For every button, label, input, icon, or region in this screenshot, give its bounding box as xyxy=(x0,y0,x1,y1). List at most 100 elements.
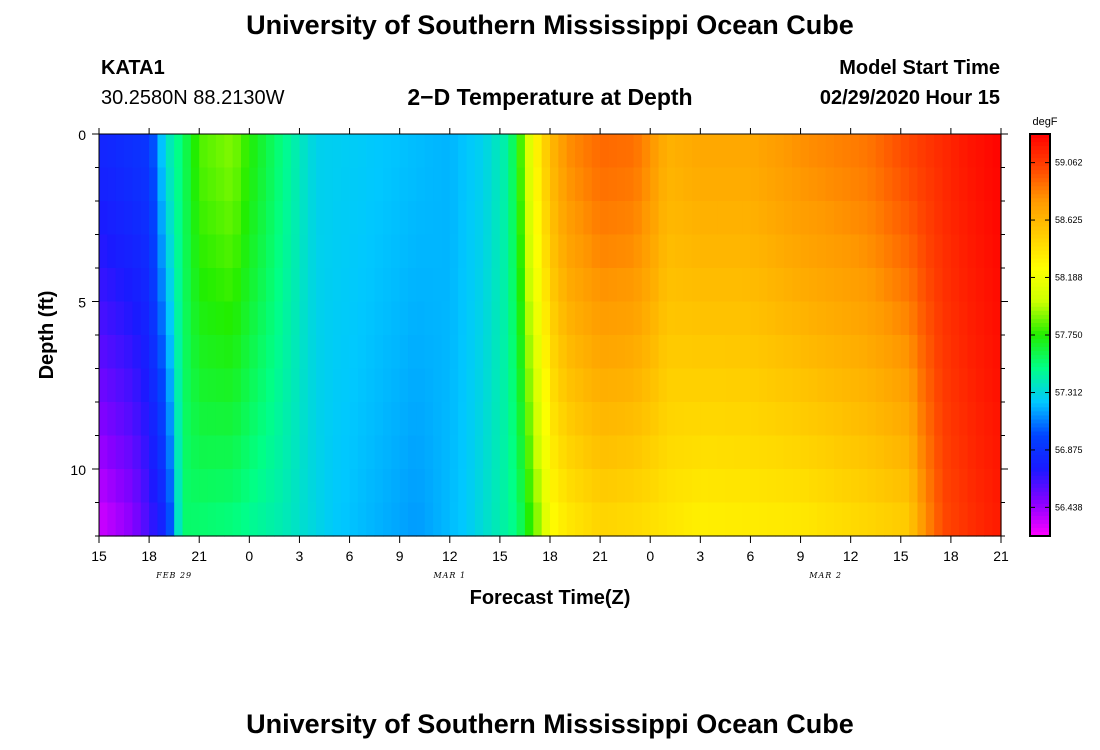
heatmap-cell xyxy=(207,268,217,303)
heatmap-cell xyxy=(850,435,860,470)
heatmap-cell xyxy=(650,502,660,537)
colorbar-segment xyxy=(1030,174,1050,179)
heatmap-cell xyxy=(466,268,476,303)
heatmap-cell xyxy=(925,301,935,336)
colorbar-segment xyxy=(1030,170,1050,175)
heatmap-cell xyxy=(558,368,568,403)
heatmap-cell xyxy=(266,469,275,504)
heatmap-cell xyxy=(332,301,342,336)
heatmap-cell xyxy=(600,134,610,169)
heatmap-cell xyxy=(733,167,743,202)
heatmap-cell xyxy=(199,301,209,336)
heatmap-cell xyxy=(909,368,919,403)
heatmap-cell xyxy=(691,368,701,403)
heatmap-cell xyxy=(449,234,459,269)
heatmap-cell xyxy=(691,435,701,470)
heatmap-cell xyxy=(992,268,1002,303)
heatmap-cell xyxy=(374,469,384,504)
heatmap-cell xyxy=(349,201,359,236)
heatmap-cell xyxy=(433,268,443,303)
heatmap-cell xyxy=(708,335,718,370)
heatmap-cell xyxy=(190,335,200,370)
heatmap-cell xyxy=(182,368,192,403)
heatmap-cell xyxy=(466,167,476,202)
heatmap-cell xyxy=(533,402,543,437)
heatmap-cell xyxy=(516,201,526,236)
heatmap-cell xyxy=(382,502,392,537)
heatmap-cell xyxy=(541,234,551,269)
heatmap-cell xyxy=(466,368,476,403)
heatmap-cell xyxy=(675,268,685,303)
heatmap-cell xyxy=(917,435,927,470)
heatmap-cell xyxy=(483,502,493,537)
heatmap-cell xyxy=(107,335,117,370)
heatmap-cell xyxy=(758,402,768,437)
heatmap-cell xyxy=(307,368,317,403)
heatmap-cell xyxy=(967,201,977,236)
heatmap-cell xyxy=(717,368,726,403)
heatmap-cell xyxy=(99,335,108,370)
heatmap-cell xyxy=(967,234,977,269)
heatmap-cell xyxy=(850,134,860,169)
heatmap-cell xyxy=(132,402,142,437)
heatmap-cell xyxy=(850,234,860,269)
heatmap-cell xyxy=(174,201,184,236)
heatmap-cell xyxy=(516,368,526,403)
heatmap-cell xyxy=(282,301,292,336)
heatmap-cell xyxy=(99,502,108,537)
heatmap-cell xyxy=(524,134,534,169)
heatmap-cell xyxy=(975,435,985,470)
heatmap-cell xyxy=(666,335,676,370)
heatmap-cell xyxy=(374,502,384,537)
heatmap-cell xyxy=(399,268,409,303)
heatmap-cell xyxy=(733,268,743,303)
heatmap-cell xyxy=(984,268,994,303)
colorbar-segment xyxy=(1030,194,1050,199)
heatmap-cell xyxy=(808,469,818,504)
heatmap-cell xyxy=(566,435,576,470)
heatmap-cell xyxy=(783,268,793,303)
heatmap-cell xyxy=(157,201,167,236)
heatmap-cell xyxy=(691,268,701,303)
heatmap-cell xyxy=(433,201,443,236)
heatmap-cell xyxy=(583,134,593,169)
heatmap-cell xyxy=(700,469,710,504)
heatmap-cell xyxy=(408,201,417,236)
heatmap-cell xyxy=(691,335,701,370)
heatmap-cell xyxy=(850,335,860,370)
heatmap-cell xyxy=(641,268,651,303)
colorbar-segment xyxy=(1030,278,1050,284)
heatmap-cell xyxy=(274,301,284,336)
heatmap-cell xyxy=(909,268,919,303)
heatmap-cell xyxy=(742,301,752,336)
heatmap-cell xyxy=(374,268,384,303)
heatmap-cell xyxy=(207,335,217,370)
heatmap-cell xyxy=(575,167,585,202)
heatmap-cell xyxy=(157,301,167,336)
heatmap-cell xyxy=(257,502,267,537)
heatmap-cell xyxy=(357,502,367,537)
heatmap-cell xyxy=(541,167,551,202)
heatmap-cell xyxy=(257,469,267,504)
heatmap-cell xyxy=(349,469,359,504)
heatmap-cell xyxy=(700,234,710,269)
heatmap-cell xyxy=(950,502,960,537)
heatmap-cell xyxy=(508,301,518,336)
heatmap-cell xyxy=(416,234,426,269)
heatmap-cell xyxy=(215,134,225,169)
heatmap-cell xyxy=(884,301,894,336)
heatmap-cell xyxy=(224,469,234,504)
heatmap-cell xyxy=(99,368,108,403)
heatmap-cell xyxy=(441,402,451,437)
heatmap-cell xyxy=(942,134,952,169)
heatmap-cell xyxy=(165,435,175,470)
heatmap-cell xyxy=(324,301,334,336)
heatmap-cell xyxy=(249,268,259,303)
heatmap-cell xyxy=(449,335,459,370)
heatmap-cell xyxy=(282,368,292,403)
x-tick-label: 18 xyxy=(141,548,157,564)
heatmap-cell xyxy=(207,502,217,537)
heatmap-cell xyxy=(240,435,250,470)
colorbar-segment xyxy=(1030,182,1050,187)
heatmap-cell xyxy=(633,268,643,303)
